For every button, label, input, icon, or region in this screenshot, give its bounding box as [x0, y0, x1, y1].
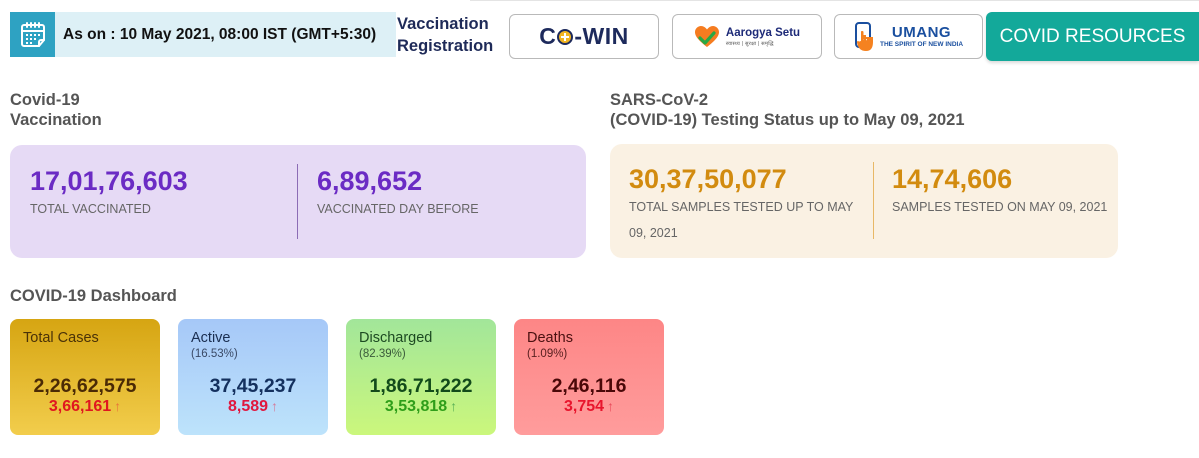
card-title: Active: [191, 330, 231, 346]
cowin-logo: C -WIN: [539, 23, 629, 49]
samples-on-day-stat: 14,74,606 SAMPLES TESTED ON MAY 09, 2021: [892, 164, 1107, 220]
total-cases-card: Total Cases 2,26,62,575 3,66,161 ↑: [10, 319, 160, 435]
umang-tagline: THE SPIRIT OF NEW INDIA: [879, 41, 964, 48]
umang-link-button[interactable]: UMANG THE SPIRIT OF NEW INDIA: [834, 14, 983, 59]
heart-check-icon: [694, 25, 719, 47]
total-samples-value: 30,37,50,077: [629, 164, 787, 194]
card-delta: 8,589 ↑: [227, 398, 279, 415]
vaccinated-day-before-label: VACCINATED DAY BEFORE: [317, 202, 479, 216]
covid-resources-button[interactable]: COVID RESOURCES: [986, 12, 1199, 61]
card-title: Deaths: [527, 330, 573, 346]
vaccination-registration-line-2: Registration: [397, 37, 494, 55]
card-delta: 3,66,161 ↑: [48, 398, 122, 415]
as-on-date-text: As on : 10 May 2021, 08:00 IST (GMT+5:30…: [63, 25, 377, 43]
samples-on-day-value: 14,74,606: [892, 164, 1013, 194]
as-on-banner: As on : 10 May 2021, 08:00 IST (GMT+5:30…: [10, 12, 396, 57]
calendar-icon: [10, 12, 55, 57]
phone-hand-icon: [854, 21, 873, 51]
vaccination-registration-label: Vaccination Registration: [397, 13, 502, 57]
card-value: 2,26,62,575: [33, 375, 137, 397]
aarogya-setu-tagline: स्वास्थ्य | सुरक्षा | समृद्धि: [725, 40, 774, 47]
vaccination-section-title: Covid-19 Vaccination: [10, 91, 102, 129]
deaths-card: Deaths (1.09%) 2,46,116 3,754 ↑: [514, 319, 664, 435]
active-cases-card: Active (16.53%) 37,45,237 8,589 ↑: [178, 319, 328, 435]
card-value: 2,46,116: [551, 375, 627, 397]
up-arrow-icon: ↑: [271, 398, 279, 414]
dashboard-title: COVID-19 Dashboard: [10, 287, 177, 305]
total-vaccinated-stat: 17,01,76,603 TOTAL VACCINATED: [30, 166, 188, 222]
testing-divider: [873, 162, 874, 239]
aarogya-setu-name: Aarogya Setu: [725, 26, 801, 39]
discharged-card: Discharged (82.39%) 1,86,71,222 3,53,818…: [346, 319, 496, 435]
umang-name: UMANG: [891, 24, 952, 41]
vaccinated-day-before-value: 6,89,652: [317, 166, 423, 196]
plus-circle-icon: [557, 28, 574, 45]
up-arrow-icon: ↑: [607, 398, 615, 414]
card-title: Discharged: [359, 330, 433, 346]
testing-section-title: SARS-CoV-2 (COVID-19) Testing Status up …: [610, 91, 965, 129]
card-percent: (16.53%): [191, 348, 238, 360]
up-arrow-icon: ↑: [114, 398, 122, 414]
vaccination-registration-line-1: Vaccination: [397, 15, 489, 33]
testing-panel: 30,37,50,077 TOTAL SAMPLES TESTED UP TO …: [610, 144, 1118, 258]
cowin-link-button[interactable]: C -WIN: [509, 14, 659, 59]
vaccination-divider: [297, 164, 298, 239]
aarogya-setu-link-button[interactable]: Aarogya Setu स्वास्थ्य | सुरक्षा | समृद्…: [672, 14, 822, 59]
total-vaccinated-label: TOTAL VACCINATED: [30, 202, 151, 216]
card-percent: (82.39%): [359, 348, 406, 360]
card-percent: (1.09%): [527, 348, 568, 360]
samples-on-day-label: SAMPLES TESTED ON MAY 09, 2021: [892, 200, 1108, 214]
card-value: 37,45,237: [209, 375, 297, 397]
vaccinated-day-before-stat: 6,89,652 VACCINATED DAY BEFORE: [317, 166, 479, 222]
top-divider: [470, 0, 1199, 1]
vaccination-panel: 17,01,76,603 TOTAL VACCINATED 6,89,652 V…: [10, 145, 586, 258]
total-vaccinated-value: 17,01,76,603: [30, 166, 188, 196]
card-delta: 3,754 ↑: [563, 398, 615, 415]
card-value: 1,86,71,222: [369, 375, 473, 397]
up-arrow-icon: ↑: [450, 398, 458, 414]
total-samples-stat: 30,37,50,077 TOTAL SAMPLES TESTED UP TO …: [629, 164, 859, 246]
card-delta: 3,53,818 ↑: [384, 398, 458, 415]
total-samples-label: TOTAL SAMPLES TESTED UP TO MAY 09, 2021: [629, 200, 854, 240]
card-title: Total Cases: [23, 330, 99, 346]
